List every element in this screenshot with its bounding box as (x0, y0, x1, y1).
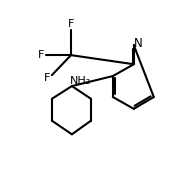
Text: F: F (68, 19, 74, 29)
Text: N: N (133, 37, 142, 50)
Text: F: F (38, 50, 44, 60)
Text: F: F (43, 74, 50, 83)
Text: NH₂: NH₂ (70, 76, 92, 86)
